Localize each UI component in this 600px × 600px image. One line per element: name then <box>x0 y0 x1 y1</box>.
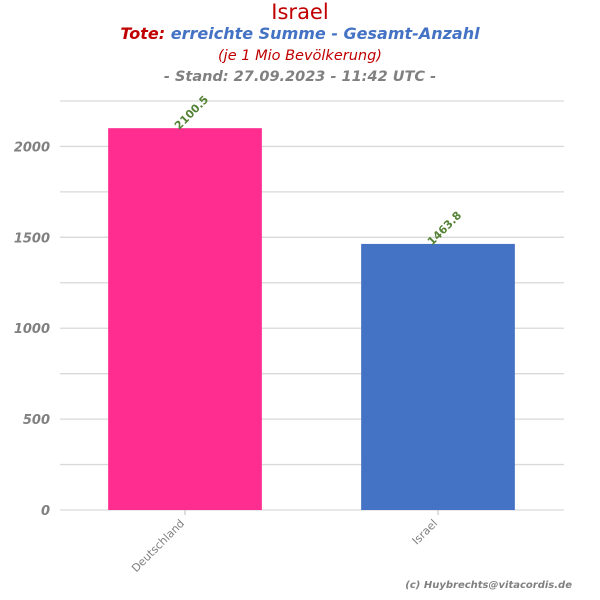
y-tick-label: 0 <box>41 504 50 519</box>
chart-title: Israel <box>271 0 329 24</box>
x-tick-label: Deutschland <box>129 517 187 575</box>
chart-note: (je 1 Mio Bevölkerung) <box>218 48 382 64</box>
subtitle-prefix: Tote: <box>120 24 166 43</box>
copyright-credit: (c) Huybrechts@vitacordis.de <box>405 580 572 591</box>
data-label: 2100.5 <box>172 93 211 132</box>
y-tick-label: 2000 <box>14 140 50 155</box>
y-tick-label: 1500 <box>14 231 50 246</box>
chart-subtitle: Tote: erreichte Summe - Gesamt-Anzahl <box>0 24 600 44</box>
y-tick-label: 500 <box>23 413 50 428</box>
subtitle-rest: erreichte Summe - Gesamt-Anzahl <box>165 24 480 43</box>
data-label: 1463.8 <box>425 209 464 248</box>
bar-deutschland <box>108 128 262 510</box>
bar-israel <box>361 243 515 510</box>
y-tick-label: 1000 <box>14 322 50 337</box>
chart-timestamp: - Stand: 27.09.2023 - 11:42 UTC - <box>163 69 437 85</box>
x-tick-label: Israel <box>410 517 440 547</box>
